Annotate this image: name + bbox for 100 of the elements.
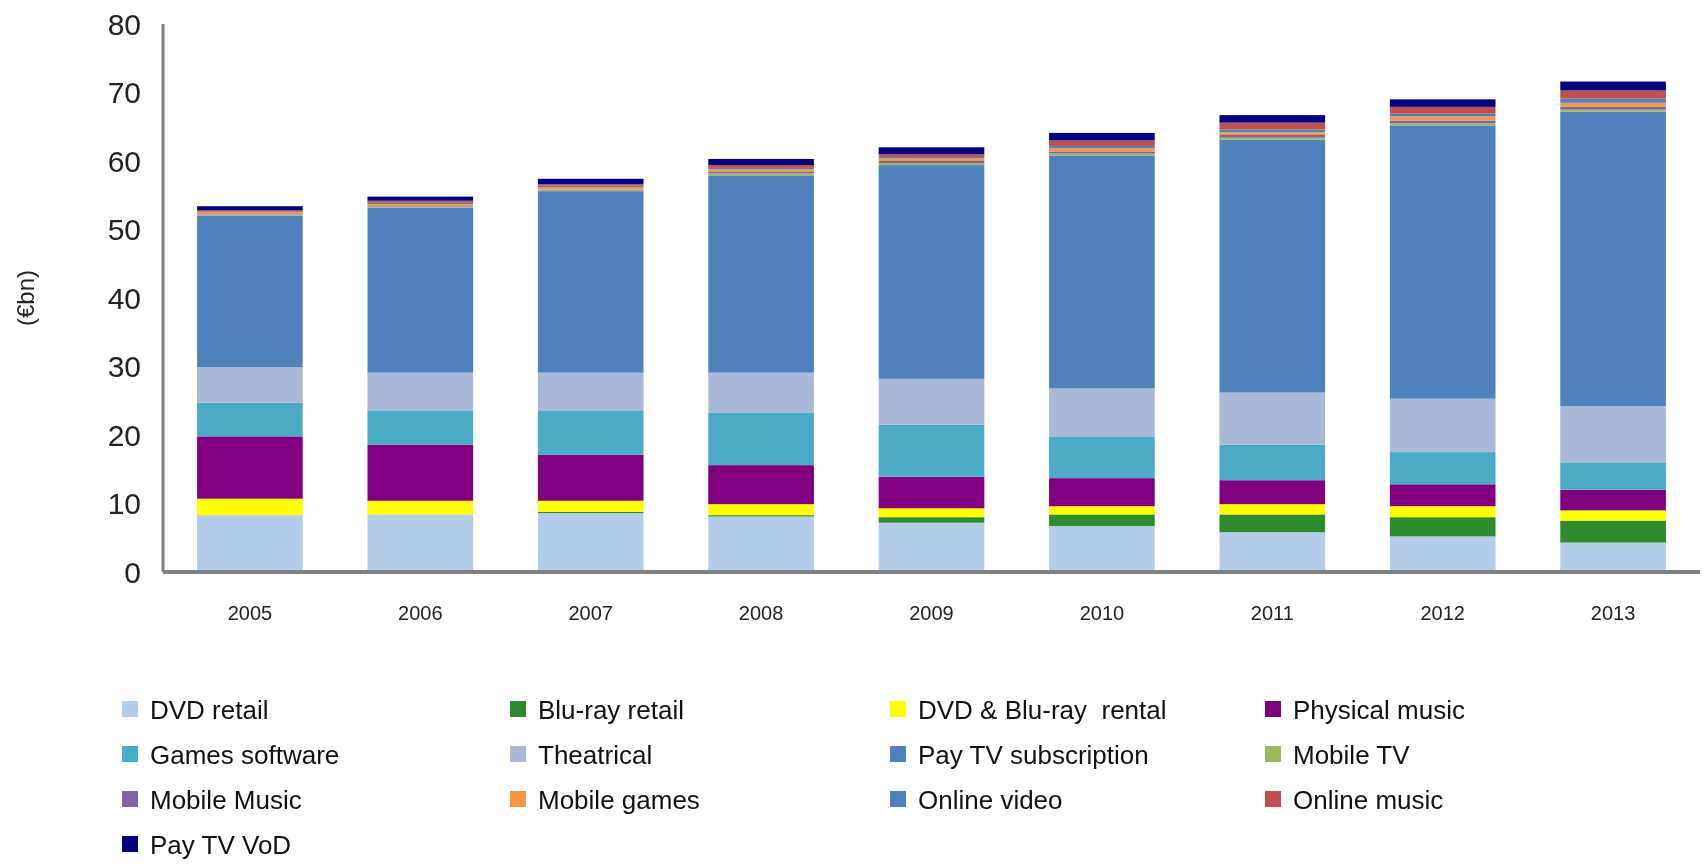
bar <box>878 165 985 379</box>
bar <box>1219 115 1326 123</box>
legend-label: Games software <box>150 740 340 771</box>
bar <box>537 410 644 455</box>
bar <box>708 516 814 572</box>
bar <box>1219 444 1326 481</box>
bar <box>1389 116 1496 121</box>
bar <box>197 498 303 516</box>
x-tick-label: 2009 <box>909 602 954 624</box>
bar <box>878 476 985 509</box>
bar <box>878 147 985 155</box>
bar <box>1049 514 1155 527</box>
bar <box>367 207 474 373</box>
bar <box>1560 111 1666 407</box>
legend-label: Pay TV subscription <box>918 740 1149 771</box>
bar <box>1219 139 1326 393</box>
bar <box>537 513 644 572</box>
y-tick-label: 20 <box>107 418 141 452</box>
bar <box>1049 478 1155 507</box>
bar <box>367 444 474 501</box>
x-tick-label: 2013 <box>1590 602 1636 624</box>
bar <box>708 412 814 466</box>
bar <box>1219 392 1326 445</box>
legend-label: Theatrical <box>538 740 653 771</box>
bar <box>1560 90 1666 99</box>
bar <box>1049 140 1155 146</box>
bar <box>1560 510 1666 521</box>
bar <box>1389 484 1496 507</box>
bar <box>197 515 303 572</box>
bar <box>708 465 814 505</box>
x-tick-label: 2010 <box>1079 602 1125 624</box>
bar <box>197 367 303 403</box>
y-tick-label: 50 <box>107 213 141 246</box>
bar <box>878 424 985 477</box>
x-tick-label: 2005 <box>227 602 273 624</box>
y-tick-label: 40 <box>107 281 141 315</box>
bar <box>1049 526 1155 572</box>
bar <box>1219 480 1326 505</box>
bar <box>1049 132 1155 141</box>
bar <box>1049 388 1155 437</box>
bar <box>878 522 985 572</box>
y-tick-label: 80 <box>107 7 141 41</box>
bar <box>1219 504 1326 515</box>
bar <box>1389 125 1496 399</box>
bar <box>1560 406 1666 463</box>
legend-label: Pay TV VoD <box>150 830 292 861</box>
bar <box>1389 517 1496 537</box>
bar <box>1219 514 1326 533</box>
bar <box>537 454 644 501</box>
y-tick-label: 70 <box>107 76 141 109</box>
bar <box>1049 506 1155 515</box>
x-tick-label: 2012 <box>1420 602 1465 624</box>
bar <box>537 191 644 373</box>
legend-label: Blu-ray retail <box>538 695 684 726</box>
bar <box>1049 155 1155 389</box>
bar <box>367 410 474 445</box>
bar <box>1389 536 1496 572</box>
bar <box>1389 106 1496 114</box>
bar <box>708 175 814 373</box>
bar <box>197 206 303 211</box>
bar <box>537 372 644 411</box>
legend-label: Mobile games <box>538 785 700 816</box>
x-tick-label: 2008 <box>738 602 784 624</box>
y-tick-label: 0 <box>124 555 141 589</box>
bar <box>1560 542 1666 572</box>
legend-label: DVD & Blu-ray rental <box>918 695 1167 726</box>
y-tick-label: 60 <box>107 144 141 178</box>
bar <box>537 500 644 512</box>
bar <box>1560 462 1666 490</box>
bar <box>878 517 985 523</box>
bar <box>708 158 814 166</box>
bar <box>1560 81 1666 91</box>
legend-label: Physical music <box>1293 695 1465 726</box>
bar <box>197 436 303 499</box>
bar <box>537 178 644 185</box>
bar <box>708 504 814 516</box>
legend-label: Online video <box>918 785 1063 816</box>
bar <box>1560 520 1666 543</box>
bar <box>1389 452 1496 485</box>
bar <box>708 372 814 413</box>
bar <box>367 500 474 515</box>
x-tick-label: 2011 <box>1250 602 1294 624</box>
bar <box>1560 489 1666 511</box>
bar <box>1560 102 1666 107</box>
bar <box>1049 145 1155 148</box>
bar <box>878 378 985 425</box>
legend-label: Mobile Music <box>150 785 302 816</box>
bar <box>1219 532 1326 572</box>
bar <box>197 215 303 368</box>
bar <box>1389 99 1496 107</box>
bar <box>367 514 474 572</box>
bar <box>1389 398 1496 453</box>
bar <box>1049 436 1155 479</box>
bar <box>367 196 474 201</box>
legend-label: DVD retail <box>150 695 269 726</box>
legend-label: Online music <box>1293 785 1444 816</box>
y-axis-title: (€bn) <box>12 269 39 327</box>
bar <box>197 402 303 437</box>
bar <box>878 508 985 518</box>
x-tick-label: 2006 <box>398 602 443 624</box>
